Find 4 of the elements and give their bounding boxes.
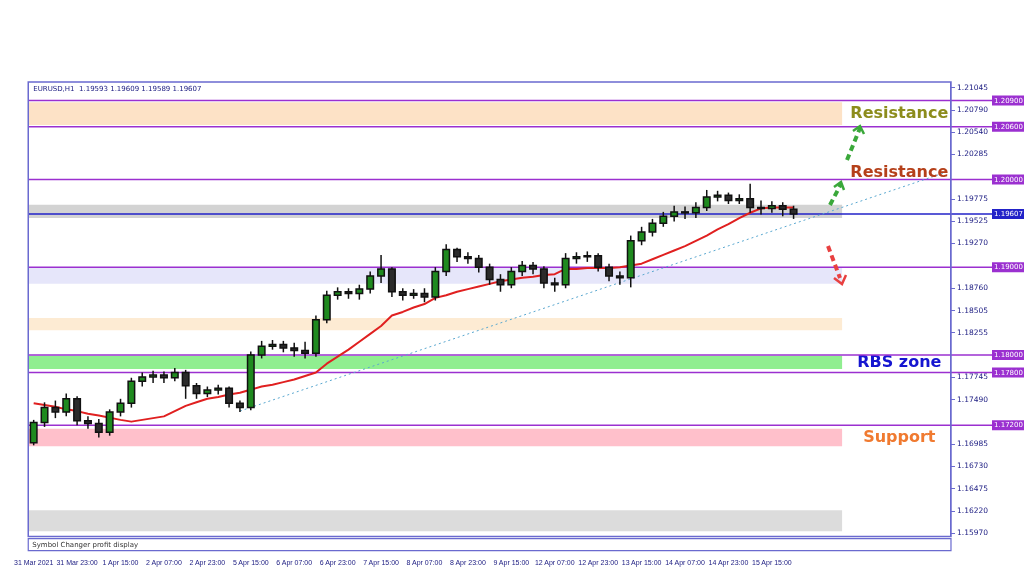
band-label: Support	[863, 426, 936, 446]
band-label: Resistance	[850, 102, 949, 122]
band-label: RBS zone	[857, 351, 942, 371]
annotation: Resistance	[850, 162, 949, 182]
